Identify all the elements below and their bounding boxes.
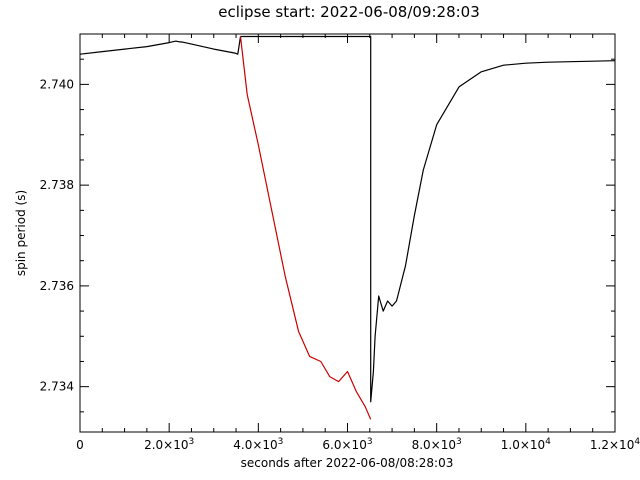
series-line-1 — [79, 36, 242, 55]
y-axis-label: spin period (s) — [14, 190, 28, 276]
y-tick-label: 2.736 — [40, 279, 74, 293]
series-line-3 — [240, 35, 616, 403]
x-tick-label: 4.0×103 — [233, 437, 283, 452]
x-tick-label: 1.2×104 — [590, 437, 640, 452]
x-tick-label: 6.0×103 — [322, 437, 372, 452]
data-series — [79, 35, 616, 420]
x-tick-label: 2.0×103 — [144, 437, 194, 452]
x-tick-label: 1.0×104 — [501, 437, 551, 452]
x-tick-labels: 0 2.0×103 4.0×103 6.0×103 8.0×103 1.0×104 1.2×… — [76, 437, 640, 452]
x-tick-label: 8.0×103 — [412, 437, 462, 452]
y-tick-label: 2.738 — [40, 178, 74, 192]
chart-title: eclipse start: 2022-06-08/09:28:03 — [218, 3, 480, 21]
x-tick-label: 0 — [76, 438, 84, 452]
series-line-2 — [239, 36, 372, 420]
y-tick-labels: 2.734 2.736 2.738 2.740 — [40, 77, 74, 393]
y-tick-label: 2.734 — [40, 380, 74, 394]
y-tick-label: 2.740 — [40, 77, 74, 91]
x-axis-label: seconds after 2022-06-08/08:28:03 — [241, 456, 454, 470]
